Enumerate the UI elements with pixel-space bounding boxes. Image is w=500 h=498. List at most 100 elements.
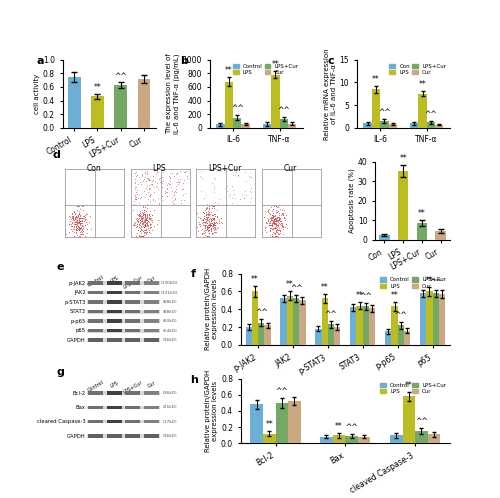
- Point: [276, 215, 284, 223]
- Point: [280, 206, 288, 214]
- Point: [272, 226, 280, 234]
- Point: [276, 220, 284, 228]
- Point: [142, 207, 150, 215]
- Point: [228, 194, 235, 202]
- Bar: [106, 329, 122, 332]
- Text: **: **: [418, 209, 426, 218]
- Text: f: f: [190, 269, 196, 279]
- Point: [87, 225, 95, 233]
- Point: [210, 211, 218, 219]
- Text: ^^: ^^: [290, 284, 302, 293]
- Point: [272, 220, 280, 228]
- Point: [82, 211, 90, 219]
- Bar: [432, 293, 439, 345]
- Point: [271, 232, 279, 240]
- Point: [270, 219, 278, 227]
- Point: [73, 202, 81, 210]
- Point: [268, 213, 276, 221]
- Point: [282, 224, 290, 232]
- Point: [134, 226, 142, 234]
- Point: [148, 216, 156, 224]
- Point: [74, 216, 82, 224]
- Point: [172, 182, 179, 190]
- Text: Cur: Cur: [284, 164, 297, 173]
- Point: [142, 221, 150, 229]
- Point: [140, 216, 148, 224]
- Point: [132, 220, 140, 228]
- Point: [274, 215, 282, 223]
- Point: [139, 211, 147, 219]
- Bar: [68, 77, 80, 127]
- Point: [142, 214, 150, 222]
- Point: [76, 205, 84, 213]
- Point: [266, 222, 274, 230]
- Point: [206, 210, 214, 218]
- Text: p-p65: p-p65: [70, 319, 86, 324]
- Text: ^^: ^^: [394, 311, 407, 320]
- Point: [203, 232, 211, 240]
- Point: [69, 215, 77, 223]
- Point: [170, 191, 178, 199]
- Point: [76, 224, 84, 232]
- Point: [210, 202, 218, 210]
- Point: [215, 217, 223, 225]
- Point: [143, 169, 151, 177]
- Point: [136, 221, 144, 229]
- Point: [174, 178, 182, 186]
- Point: [78, 228, 86, 236]
- Point: [266, 217, 274, 225]
- Point: [266, 216, 274, 224]
- Text: ^^: ^^: [255, 308, 268, 317]
- Point: [136, 214, 144, 222]
- Point: [136, 219, 144, 227]
- Bar: [126, 281, 140, 285]
- Point: [199, 208, 207, 216]
- Point: [196, 172, 204, 180]
- Point: [266, 225, 274, 233]
- Point: [142, 219, 150, 227]
- Bar: [280, 298, 286, 345]
- Point: [73, 231, 81, 239]
- Point: [136, 218, 144, 226]
- Point: [135, 212, 143, 220]
- Point: [268, 232, 276, 240]
- Legend: Control, LPS, LPS+Cur, Cur: Control, LPS, LPS+Cur, Cur: [379, 276, 447, 290]
- Point: [72, 216, 80, 224]
- Point: [271, 224, 279, 232]
- Point: [203, 232, 211, 240]
- Text: c: c: [327, 56, 334, 66]
- Point: [132, 216, 140, 224]
- Point: [210, 215, 218, 223]
- Point: [139, 214, 147, 222]
- Point: [272, 202, 280, 210]
- Point: [134, 215, 142, 223]
- Point: [132, 223, 140, 231]
- Point: [273, 225, 281, 233]
- Point: [211, 221, 219, 229]
- Bar: [388, 124, 397, 127]
- Point: [142, 226, 150, 234]
- Bar: [286, 296, 293, 345]
- Point: [210, 220, 218, 228]
- Point: [153, 220, 161, 228]
- Point: [76, 218, 84, 226]
- Point: [172, 178, 179, 186]
- Point: [82, 218, 90, 226]
- Point: [230, 190, 238, 198]
- Point: [134, 180, 142, 188]
- Point: [73, 226, 81, 234]
- Point: [199, 216, 207, 224]
- Point: [130, 221, 138, 229]
- Point: [204, 213, 212, 221]
- Point: [141, 213, 149, 221]
- Point: [148, 180, 156, 188]
- Point: [210, 214, 218, 222]
- Point: [62, 231, 70, 239]
- Text: **: **: [418, 80, 426, 89]
- Point: [272, 202, 280, 210]
- Point: [196, 222, 204, 230]
- Point: [78, 202, 86, 210]
- Point: [267, 224, 275, 232]
- Point: [73, 213, 81, 221]
- Point: [270, 215, 278, 223]
